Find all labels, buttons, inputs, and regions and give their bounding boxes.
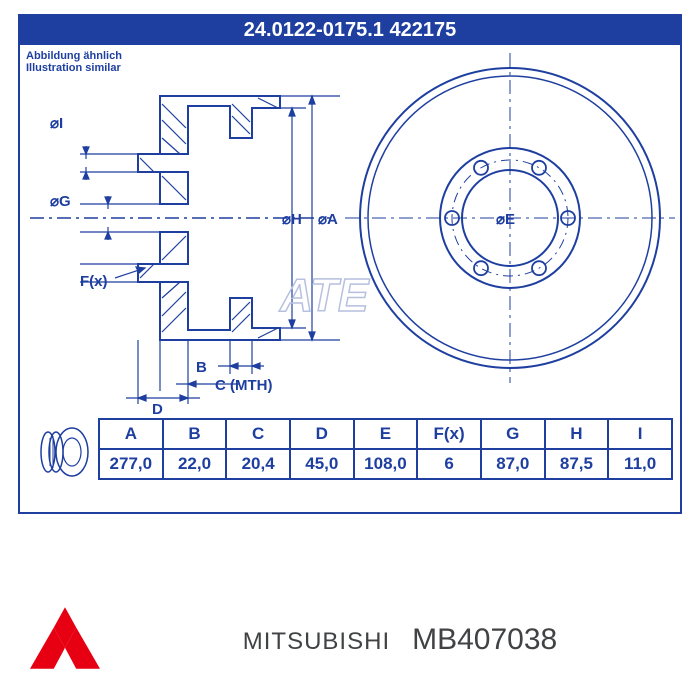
table-header: E	[354, 419, 418, 449]
table-header: D	[290, 419, 354, 449]
label-diam-E: ⌀E	[496, 211, 515, 228]
table-cell: 45,0	[290, 449, 354, 479]
header-part-numbers: 24.0122-0175.1 422175	[244, 19, 456, 41]
diagram-container: 24.0122-0175.1 422175 Abbildung ähnlich …	[18, 14, 682, 514]
label-C: C (MTH)	[215, 377, 272, 394]
table-header: B	[163, 419, 227, 449]
table-header: I	[608, 419, 672, 449]
label-diam-I: ⌀I	[50, 115, 63, 132]
table-header: H	[545, 419, 609, 449]
label-diam-G: ⌀G	[50, 193, 71, 210]
watermark: ATE	[279, 269, 370, 321]
table-cell: 87,5	[545, 449, 609, 479]
brand-row: MITSUBISHI MB407038	[0, 580, 700, 700]
table-cell: 87,0	[481, 449, 545, 479]
table-cell: 20,4	[226, 449, 290, 479]
mitsubishi-logo-icon	[30, 607, 100, 674]
brand-name: MITSUBISHI	[243, 628, 390, 656]
table-header: C	[226, 419, 290, 449]
table-cell: 108,0	[354, 449, 418, 479]
label-diam-H: ⌀H	[282, 211, 302, 228]
table-header: G	[481, 419, 545, 449]
thumbnail-disc	[28, 424, 92, 485]
label-diam-A: ⌀A	[318, 211, 338, 228]
dimension-table: ABCDEF(x)GHI 277,022,020,445,0108,0687,0…	[98, 418, 673, 480]
table-cell: 277,0	[99, 449, 163, 479]
table-header: F(x)	[417, 419, 481, 449]
table-cell: 22,0	[163, 449, 227, 479]
header-bar: 24.0122-0175.1 422175	[20, 16, 680, 45]
table-cell: 11,0	[608, 449, 672, 479]
table-header: A	[99, 419, 163, 449]
label-F: F(x)	[80, 273, 108, 290]
table-cell: 6	[417, 449, 481, 479]
label-B: B	[196, 359, 207, 376]
label-D: D	[152, 401, 163, 416]
brand-part-number: MB407038	[412, 623, 557, 657]
